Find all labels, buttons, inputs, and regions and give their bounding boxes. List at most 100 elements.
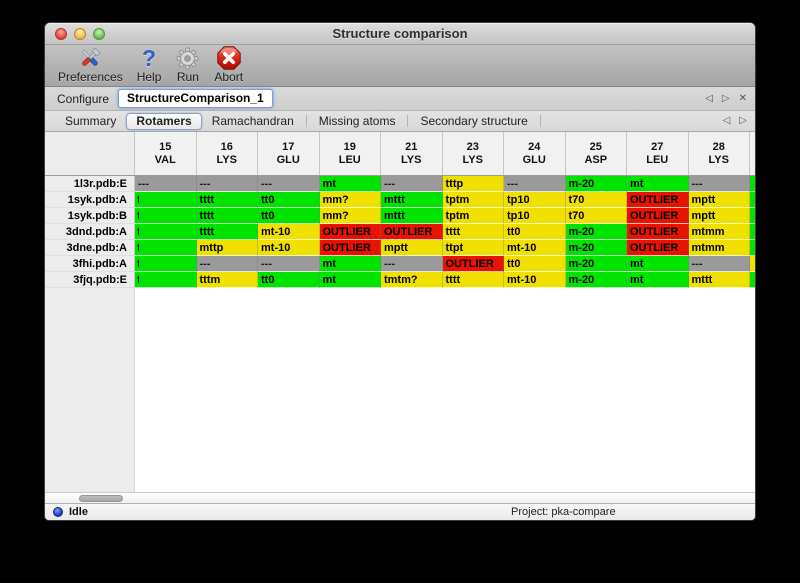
- close-window-button[interactable]: [55, 28, 67, 40]
- configuration-name-field[interactable]: StructureComparison_1: [118, 89, 273, 108]
- column-header[interactable]: 27 LEU: [627, 132, 689, 175]
- rotamer-cell[interactable]: OUTLIER: [627, 208, 689, 224]
- rotamer-cell[interactable]: ---: [258, 256, 320, 272]
- rotamer-cell-partial[interactable]: [750, 240, 755, 256]
- close-configuration-icon[interactable]: ✕: [738, 92, 747, 104]
- next-configuration-icon[interactable]: ▷: [721, 92, 730, 104]
- column-header[interactable]: 21 LYS: [381, 132, 443, 175]
- rotamer-cell[interactable]: tt0: [504, 224, 566, 240]
- run-button[interactable]: Run: [170, 44, 205, 84]
- rotamer-cell[interactable]: mptt: [381, 240, 443, 256]
- column-header[interactable]: 28 LYS: [688, 132, 750, 175]
- rotamer-cell[interactable]: mptt: [688, 192, 750, 208]
- rotamer-cell-partial[interactable]: [750, 208, 755, 224]
- column-header[interactable]: 23 LYS: [442, 132, 504, 175]
- rotamer-cell[interactable]: m-20: [565, 240, 627, 256]
- row-header[interactable]: 1l3r.pdb:E: [45, 176, 135, 192]
- rotamer-cell[interactable]: mttt: [381, 208, 443, 224]
- rotamer-cell[interactable]: mtmm: [688, 224, 750, 240]
- rotamer-cell[interactable]: OUTLIER: [627, 240, 689, 256]
- column-header[interactable]: 19 LEU: [319, 132, 381, 175]
- rotamer-cell[interactable]: mt: [627, 256, 689, 272]
- rotamer-cell[interactable]: OUTLIER: [319, 224, 381, 240]
- rotamer-cell[interactable]: mt: [319, 256, 381, 272]
- rotamer-cell[interactable]: tptm: [442, 192, 504, 208]
- next-tab-icon[interactable]: ▷: [739, 115, 747, 126]
- rotamer-cell[interactable]: tttm: [196, 272, 258, 288]
- rotamer-cell[interactable]: tt0: [258, 192, 320, 208]
- rotamer-cell[interactable]: mt: [319, 272, 381, 288]
- rotamer-cell[interactable]: ---: [196, 256, 258, 272]
- rotamer-cell[interactable]: mt-10: [258, 224, 320, 240]
- minimize-window-button[interactable]: [74, 28, 86, 40]
- rotamer-cell[interactable]: m-20: [565, 256, 627, 272]
- rotamer-cell[interactable]: OUTLIER: [627, 192, 689, 208]
- row-header[interactable]: 3dnd.pdb:A: [45, 224, 135, 240]
- rotamer-cell[interactable]: ---: [688, 176, 750, 192]
- column-header[interactable]: 24 GLU: [504, 132, 566, 175]
- rotamer-cell[interactable]: tp10: [504, 208, 566, 224]
- horizontal-scrollbar-thumb[interactable]: [79, 495, 123, 502]
- tab-missing-atoms[interactable]: Missing atoms: [318, 114, 396, 128]
- rotamer-cell[interactable]: ---: [381, 256, 443, 272]
- rotamer-cell[interactable]: mttt: [688, 272, 750, 288]
- column-header[interactable]: 17 GLU: [258, 132, 320, 175]
- rotamer-cell[interactable]: mtmm: [688, 240, 750, 256]
- rotamer-cell[interactable]: tttt: [196, 192, 258, 208]
- rotamer-cell[interactable]: tt0: [504, 256, 566, 272]
- rotamer-cell[interactable]: t: [135, 256, 197, 272]
- rotamer-cell[interactable]: tp10: [504, 192, 566, 208]
- row-header[interactable]: 1syk.pdb:A: [45, 192, 135, 208]
- row-header[interactable]: 3dne.pdb:A: [45, 240, 135, 256]
- tab-rotamers[interactable]: Rotamers: [126, 112, 202, 130]
- rotamer-cell[interactable]: ttpt: [442, 240, 504, 256]
- rotamer-cell[interactable]: OUTLIER: [319, 240, 381, 256]
- rotamer-cell[interactable]: OUTLIER: [442, 256, 504, 272]
- rotamer-cell-partial[interactable]: [750, 176, 755, 192]
- row-header[interactable]: 3fhi.pdb:A: [45, 256, 135, 272]
- rotamer-cell[interactable]: t70: [565, 192, 627, 208]
- rotamer-cell[interactable]: ---: [688, 256, 750, 272]
- rotamer-cell[interactable]: tptm: [442, 208, 504, 224]
- rotamer-cell[interactable]: ---: [196, 176, 258, 192]
- rotamer-cell[interactable]: tt0: [258, 272, 320, 288]
- column-header[interactable]: 15 VAL: [135, 132, 197, 175]
- rotamer-cell[interactable]: OUTLIER: [381, 224, 443, 240]
- tab-secondary-structure[interactable]: Secondary structure: [420, 114, 528, 128]
- rotamer-cell[interactable]: mptt: [688, 208, 750, 224]
- rotamer-cell[interactable]: t: [135, 192, 197, 208]
- rotamer-cell[interactable]: t: [135, 272, 197, 288]
- rotamer-cell[interactable]: ---: [258, 176, 320, 192]
- rotamer-cell[interactable]: tmtm?: [381, 272, 443, 288]
- abort-button[interactable]: Abort: [209, 44, 248, 84]
- row-header[interactable]: 1syk.pdb:B: [45, 208, 135, 224]
- prev-configuration-icon[interactable]: ◁: [705, 92, 713, 104]
- column-header[interactable]: 16 LYS: [196, 132, 258, 175]
- prev-tab-icon[interactable]: ◁: [722, 115, 731, 126]
- rotamer-cell[interactable]: tttp: [442, 176, 504, 192]
- rotamer-cell[interactable]: m-20: [565, 224, 627, 240]
- rotamer-cell-partial[interactable]: [750, 256, 755, 272]
- rotamer-cell[interactable]: mt: [319, 176, 381, 192]
- rotamer-cell-partial[interactable]: [750, 224, 755, 240]
- rotamer-cell[interactable]: t: [135, 224, 197, 240]
- rotamer-cell[interactable]: mm?: [319, 192, 381, 208]
- row-header[interactable]: 3fjq.pdb:E: [45, 272, 135, 288]
- rotamer-cell[interactable]: OUTLIER: [627, 224, 689, 240]
- rotamer-cell-partial[interactable]: [750, 192, 755, 208]
- rotamer-cell[interactable]: ---: [381, 176, 443, 192]
- rotamer-cell[interactable]: t: [135, 208, 197, 224]
- tab-summary[interactable]: Summary: [65, 114, 117, 128]
- rotamer-cell[interactable]: ---: [135, 176, 197, 192]
- horizontal-scrollbar[interactable]: [45, 492, 755, 503]
- rotamer-cell[interactable]: tt0: [258, 208, 320, 224]
- tab-ramachandran[interactable]: Ramachandran: [211, 114, 294, 128]
- rotamer-cell[interactable]: mt: [627, 272, 689, 288]
- rotamer-cell[interactable]: ---: [504, 176, 566, 192]
- rotamer-cell[interactable]: tttt: [196, 208, 258, 224]
- rotamer-cell[interactable]: tttt: [196, 224, 258, 240]
- rotamer-cell[interactable]: mttt: [381, 192, 443, 208]
- rotamer-cell[interactable]: t: [135, 240, 197, 256]
- preferences-button[interactable]: Preferences: [53, 44, 128, 84]
- zoom-window-button[interactable]: [93, 28, 105, 40]
